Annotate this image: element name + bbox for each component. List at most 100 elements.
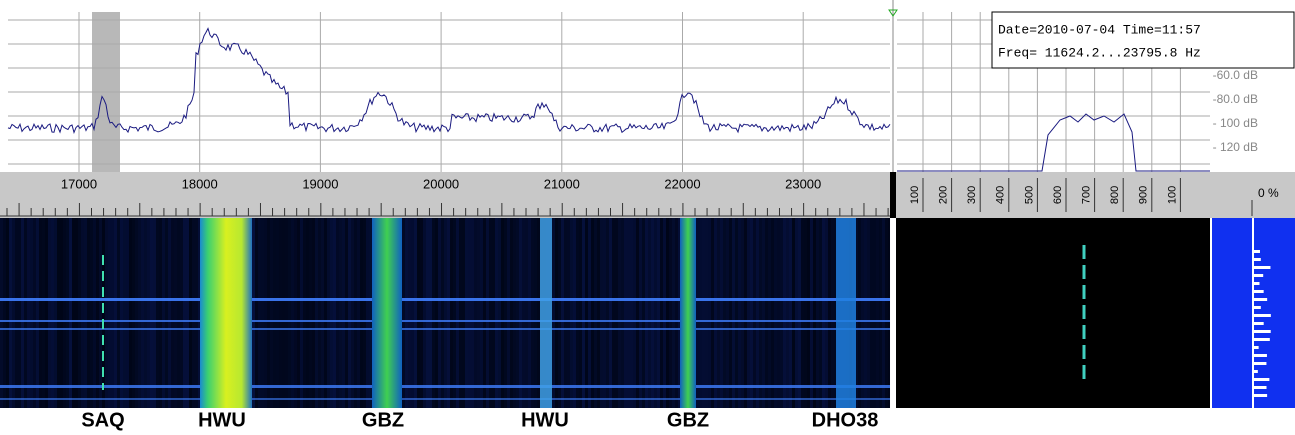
waterfall-noise xyxy=(444,218,447,408)
waterfall-noise xyxy=(621,218,624,408)
waterfall-noise xyxy=(474,218,477,408)
waterfall-noise xyxy=(768,218,771,408)
waterfall-noise xyxy=(333,218,336,408)
waterfall-noise xyxy=(819,218,822,408)
scale-label: 600 xyxy=(1052,186,1064,204)
waterfall-noise xyxy=(48,218,51,408)
waterfall-noise xyxy=(423,218,426,408)
waterfall-noise xyxy=(639,218,642,408)
level-bar xyxy=(1253,290,1264,293)
waterfall-noise xyxy=(486,218,489,408)
info-freq: Freq= 11624.2...23795.8 Hz xyxy=(998,45,1201,60)
waterfall-noise xyxy=(471,218,474,408)
waterfall-noise xyxy=(150,218,153,408)
waterfall-noise xyxy=(156,218,159,408)
side-scale-edge xyxy=(890,172,896,218)
waterfall-noise xyxy=(642,218,645,408)
waterfall-noise xyxy=(570,218,573,408)
waterfall-noise xyxy=(138,218,141,408)
waterfall-noise xyxy=(294,218,297,408)
waterfall-noise xyxy=(609,218,612,408)
info-box xyxy=(991,11,1295,69)
waterfall-noise xyxy=(87,218,90,408)
waterfall-noise xyxy=(402,218,405,408)
waterfall-noise xyxy=(672,218,675,408)
waterfall-noise xyxy=(279,218,282,408)
waterfall-noise xyxy=(504,218,507,408)
level-bar xyxy=(1253,354,1267,357)
waterfall-noise xyxy=(825,218,828,408)
waterfall-noise xyxy=(873,218,876,408)
waterfall-noise xyxy=(765,218,768,408)
waterfall-noise xyxy=(432,218,435,408)
level-bar xyxy=(1253,394,1268,397)
waterfall-noise xyxy=(516,218,519,408)
side-scale xyxy=(890,172,1295,218)
signal-gbz xyxy=(372,218,402,408)
waterfall-noise xyxy=(369,218,372,408)
waterfall-noise xyxy=(126,218,129,408)
waterfall-noise xyxy=(582,218,585,408)
waterfall-noise xyxy=(591,218,594,408)
db-label: -80.0 dB xyxy=(1213,92,1258,106)
waterfall-noise xyxy=(654,218,657,408)
level-bar xyxy=(1253,362,1267,365)
waterfall-noise xyxy=(363,218,366,408)
waterfall-noise xyxy=(537,218,540,408)
waterfall-noise xyxy=(90,218,93,408)
waterfall-noise xyxy=(45,218,48,408)
waterfall-noise xyxy=(645,218,648,408)
waterfall-noise xyxy=(450,218,453,408)
waterfall-noise xyxy=(564,218,567,408)
waterfall-noise xyxy=(420,218,423,408)
waterfall-noise xyxy=(882,218,885,408)
waterfall-noise xyxy=(648,218,651,408)
waterfall-noise xyxy=(168,218,171,408)
waterfall-noise xyxy=(135,218,138,408)
scale-label: 300 xyxy=(966,186,978,204)
station-label: SAQ xyxy=(81,409,124,431)
waterfall-noise xyxy=(435,218,438,408)
waterfall-noise xyxy=(477,218,480,408)
waterfall-noise xyxy=(282,218,285,408)
waterfall-noise xyxy=(81,218,84,408)
waterfall-noise xyxy=(534,218,537,408)
waterfall-noise xyxy=(300,218,303,408)
freq-label: 18000 xyxy=(182,176,218,191)
waterfall-noise xyxy=(123,218,126,408)
waterfall-noise xyxy=(588,218,591,408)
waterfall-noise xyxy=(267,218,270,408)
waterfall-noise xyxy=(498,218,501,408)
info-datetime: Date=2010-07-04 Time=11:57 xyxy=(998,22,1201,37)
waterfall-noise xyxy=(519,218,522,408)
waterfall-noise xyxy=(0,218,3,408)
waterfall-noise xyxy=(777,218,780,408)
waterfall-noise xyxy=(525,218,528,408)
waterfall-line xyxy=(0,328,890,330)
waterfall-noise xyxy=(636,218,639,408)
waterfall-noise xyxy=(252,218,255,408)
freq-scale xyxy=(0,172,890,218)
waterfall-noise xyxy=(366,218,369,408)
waterfall-noise xyxy=(810,218,813,408)
waterfall-noise xyxy=(261,218,264,408)
waterfall-noise xyxy=(831,218,834,408)
waterfall-line xyxy=(0,320,890,322)
waterfall-noise xyxy=(318,218,321,408)
waterfall-noise xyxy=(84,218,87,408)
waterfall-noise xyxy=(741,218,744,408)
waterfall-noise xyxy=(711,218,714,408)
waterfall-noise xyxy=(663,218,666,408)
waterfall-noise xyxy=(753,218,756,408)
waterfall-noise xyxy=(258,218,261,408)
waterfall-noise xyxy=(606,218,609,408)
waterfall-noise xyxy=(759,218,762,408)
waterfall-noise xyxy=(495,218,498,408)
waterfall-noise xyxy=(816,218,819,408)
freq-label: 17000 xyxy=(61,176,97,191)
waterfall-noise xyxy=(780,218,783,408)
level-bar xyxy=(1253,386,1267,389)
waterfall-noise xyxy=(33,218,36,408)
waterfall-noise xyxy=(762,218,765,408)
